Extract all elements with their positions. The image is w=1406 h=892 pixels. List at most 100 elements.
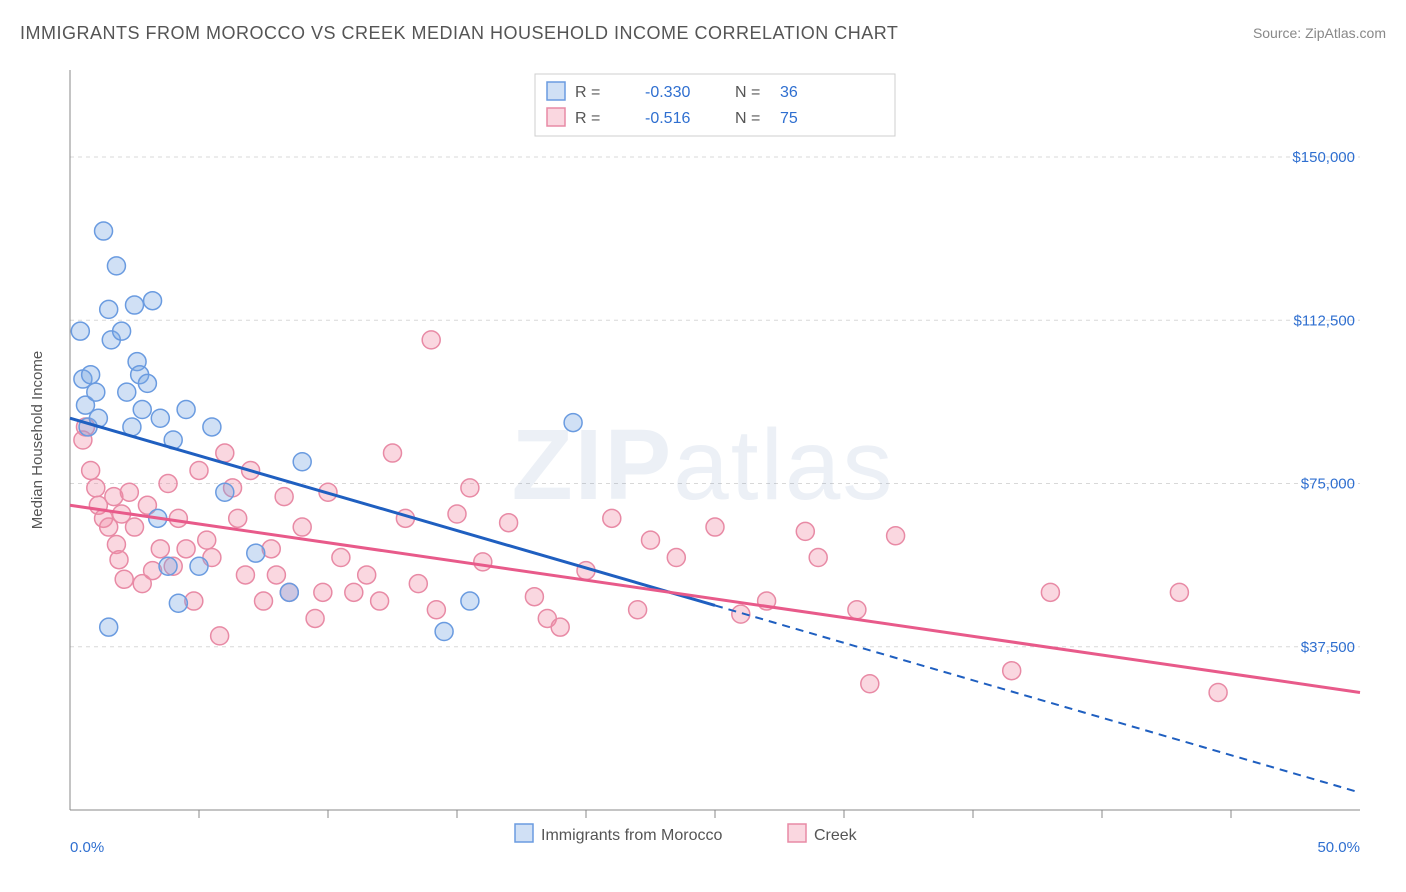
correlation-scatter-chart: 0.0% 50.0% $37,500 $75,000 $112,500 $150,000 M… bbox=[20, 60, 1386, 880]
data-point bbox=[120, 483, 138, 501]
data-point bbox=[1209, 683, 1227, 701]
y-axis-label: Median Household Income bbox=[29, 351, 46, 529]
legend-n-value: 36 bbox=[780, 84, 798, 101]
data-point bbox=[306, 609, 324, 627]
data-point bbox=[293, 453, 311, 471]
data-point bbox=[706, 518, 724, 536]
data-point bbox=[110, 551, 128, 569]
data-point bbox=[198, 531, 216, 549]
data-point bbox=[667, 549, 685, 567]
data-point bbox=[461, 592, 479, 610]
data-point bbox=[474, 553, 492, 571]
y-tick-label: $37,500 bbox=[1301, 639, 1355, 656]
data-point bbox=[848, 601, 866, 619]
data-point bbox=[345, 583, 363, 601]
data-point bbox=[564, 414, 582, 432]
data-point bbox=[358, 566, 376, 584]
data-point bbox=[87, 383, 105, 401]
legend-swatch bbox=[788, 824, 806, 842]
x-tick-label: 0.0% bbox=[70, 839, 104, 856]
data-point bbox=[216, 444, 234, 462]
data-point bbox=[100, 300, 118, 318]
data-point bbox=[95, 222, 113, 240]
data-point bbox=[190, 461, 208, 479]
data-point bbox=[190, 557, 208, 575]
data-point bbox=[267, 566, 285, 584]
legend-r-label: R = bbox=[575, 84, 600, 101]
source-label: Source: ZipAtlas.com bbox=[1253, 25, 1386, 41]
data-point bbox=[247, 544, 265, 562]
data-point bbox=[384, 444, 402, 462]
data-point bbox=[118, 383, 136, 401]
legend-n-label: N = bbox=[735, 110, 760, 127]
source-prefix: Source: bbox=[1253, 25, 1305, 41]
data-point bbox=[422, 331, 440, 349]
data-point bbox=[525, 588, 543, 606]
data-point bbox=[275, 488, 293, 506]
legend-swatch bbox=[547, 82, 565, 100]
data-point bbox=[82, 366, 100, 384]
data-point bbox=[133, 401, 151, 419]
data-point bbox=[159, 475, 177, 493]
legend-r-value: -0.330 bbox=[645, 84, 690, 101]
trend-line-morocco-extrap bbox=[715, 605, 1360, 792]
legend-n-label: N = bbox=[735, 84, 760, 101]
data-point bbox=[427, 601, 445, 619]
y-tick-label: $75,000 bbox=[1301, 476, 1355, 493]
legend-series-label: Creek bbox=[814, 827, 858, 844]
chart-title: IMMIGRANTS FROM MOROCCO VS CREEK MEDIAN … bbox=[20, 23, 898, 44]
data-point bbox=[629, 601, 647, 619]
data-point bbox=[216, 483, 234, 501]
data-point bbox=[887, 527, 905, 545]
data-point bbox=[115, 570, 133, 588]
data-point bbox=[603, 509, 621, 527]
data-point bbox=[435, 623, 453, 641]
data-point bbox=[169, 594, 187, 612]
y-tick-label: $150,000 bbox=[1292, 149, 1355, 166]
source-link[interactable]: ZipAtlas.com bbox=[1305, 25, 1386, 41]
data-point bbox=[151, 409, 169, 427]
data-point bbox=[100, 618, 118, 636]
data-point bbox=[87, 479, 105, 497]
legend-r-label: R = bbox=[575, 110, 600, 127]
data-point bbox=[809, 549, 827, 567]
data-point bbox=[177, 401, 195, 419]
data-point bbox=[229, 509, 247, 527]
legend-series-label: Immigrants from Morocco bbox=[541, 827, 722, 844]
chart-container: ZIPatlas 0.0%50.0%$37,500$75,000$112,500… bbox=[20, 60, 1386, 882]
data-point bbox=[126, 518, 144, 536]
data-point bbox=[255, 592, 273, 610]
data-point bbox=[151, 540, 169, 558]
data-point bbox=[211, 627, 229, 645]
data-point bbox=[551, 618, 569, 636]
data-point bbox=[796, 522, 814, 540]
legend-n-value: 75 bbox=[780, 110, 798, 127]
y-tick-label: $112,500 bbox=[1294, 312, 1355, 329]
data-point bbox=[203, 418, 221, 436]
legend-swatch bbox=[547, 108, 565, 126]
data-point bbox=[861, 675, 879, 693]
data-point bbox=[126, 296, 144, 314]
data-point bbox=[113, 322, 131, 340]
data-point bbox=[293, 518, 311, 536]
data-point bbox=[500, 514, 518, 532]
data-point bbox=[138, 374, 156, 392]
data-point bbox=[409, 575, 427, 593]
data-point bbox=[1003, 662, 1021, 680]
data-point bbox=[1041, 583, 1059, 601]
x-tick-label: 50.0% bbox=[1317, 839, 1360, 856]
legend-r-value: -0.516 bbox=[645, 110, 690, 127]
data-point bbox=[71, 322, 89, 340]
data-point bbox=[236, 566, 254, 584]
data-point bbox=[314, 583, 332, 601]
data-point bbox=[371, 592, 389, 610]
data-point bbox=[1170, 583, 1188, 601]
data-point bbox=[144, 292, 162, 310]
data-point bbox=[82, 461, 100, 479]
data-point bbox=[448, 505, 466, 523]
data-point bbox=[280, 583, 298, 601]
data-point bbox=[107, 257, 125, 275]
data-point bbox=[177, 540, 195, 558]
data-point bbox=[332, 549, 350, 567]
legend-swatch bbox=[515, 824, 533, 842]
